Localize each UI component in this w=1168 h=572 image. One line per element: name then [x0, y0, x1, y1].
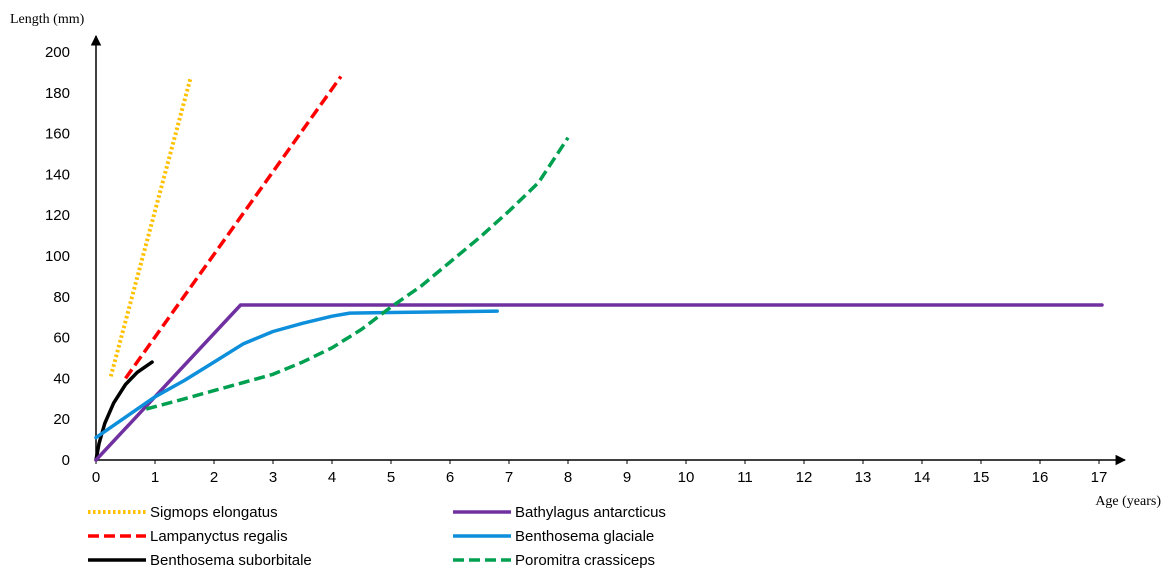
x-tick-label: 16 — [1032, 469, 1049, 486]
series-line-benthosema-suborbitale — [94, 360, 154, 462]
y-tick-label: 60 — [53, 330, 70, 347]
series-line-benthosema-glaciale — [94, 309, 499, 440]
legend-label: Sigmops elongatus — [150, 504, 278, 521]
series-lines — [94, 75, 1104, 462]
x-tick-label: 14 — [914, 469, 931, 486]
x-tick-label: 8 — [564, 469, 572, 486]
y-axis-title: Length (mm) — [10, 12, 85, 27]
y-tick-label: 140 — [45, 166, 70, 183]
x-tick-label: 0 — [92, 469, 100, 486]
y-tick-label: 120 — [45, 207, 70, 224]
y-tick-label: 40 — [53, 370, 70, 387]
y-tick-label: 160 — [45, 126, 70, 143]
legend-label: Benthosema glaciale — [515, 528, 654, 545]
x-tick-label: 6 — [446, 469, 454, 486]
x-tick-label: 1 — [151, 469, 159, 486]
series-line-lampanyctus-regalis — [124, 75, 343, 380]
y-tick-label: 200 — [45, 44, 70, 61]
series-line-poromitra-crassiceps — [145, 136, 570, 411]
x-tick-label: 17 — [1091, 469, 1108, 486]
y-tick-label: 80 — [53, 289, 70, 306]
x-tick-label: 3 — [269, 469, 277, 486]
x-tick-label: 4 — [328, 469, 336, 486]
y-tick-label: 180 — [45, 85, 70, 102]
legend: Sigmops elongatus Lampanyctus regalis Bent… — [88, 504, 666, 569]
x-tick-label: 15 — [973, 469, 990, 486]
x-tick-label: 13 — [855, 469, 872, 486]
x-tick-label: 9 — [623, 469, 631, 486]
series-line-bathylagus-antarcticus — [94, 303, 1104, 462]
x-tick-labels: 0 1 2 3 4 5 6 7 8 9 10 11 12 13 14 15 16 17 — [92, 460, 1108, 486]
axes — [90, 34, 1127, 466]
series-line-sigmops-elongatus — [108, 77, 193, 377]
x-axis-title: Age (years) — [1095, 494, 1161, 509]
x-tick-label: 10 — [678, 469, 695, 486]
y-tick-labels: 0 20 40 60 80 100 120 140 160 180 200 — [45, 44, 70, 469]
x-tick-label: 12 — [796, 469, 813, 486]
y-tick-label: 0 — [62, 452, 70, 469]
legend-label: Benthosema suborbitale — [150, 552, 312, 569]
legend-label: Bathylagus antarcticus — [515, 504, 666, 521]
legend-label: Poromitra crassiceps — [515, 552, 655, 569]
y-tick-label: 20 — [53, 411, 70, 428]
legend-label: Lampanyctus regalis — [150, 528, 288, 545]
y-tick-label: 100 — [45, 248, 70, 265]
x-tick-label: 5 — [387, 469, 395, 486]
x-tick-label: 2 — [210, 469, 218, 486]
x-tick-label: 7 — [505, 469, 513, 486]
x-tick-label: 11 — [737, 469, 753, 486]
